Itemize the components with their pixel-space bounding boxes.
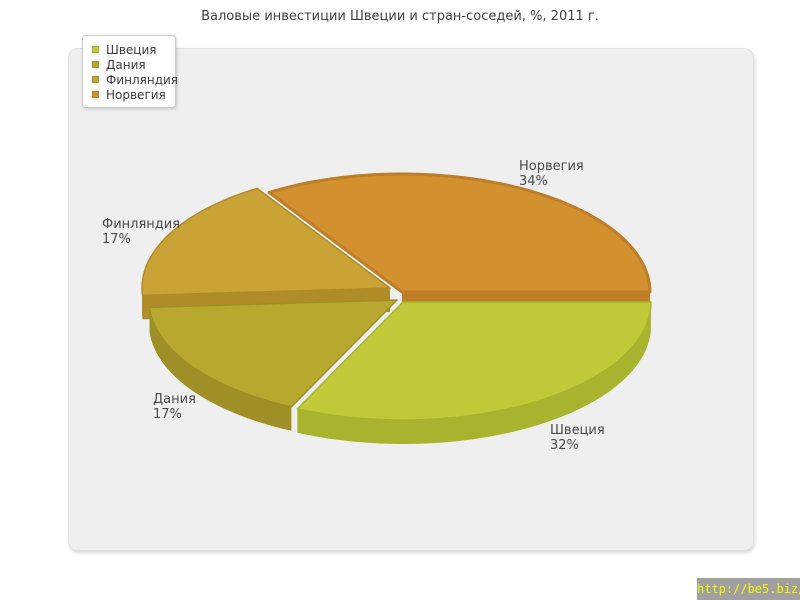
legend-swatch-icon [92, 91, 99, 98]
legend: Швеция Дания Финляндия Норвегия [82, 35, 178, 108]
legend-item-label: Швеция [106, 42, 157, 57]
chart-title: Валовые инвестиции Швеции и стран-соседе… [201, 9, 599, 24]
watermark-link[interactable]: http://be5.biz/ [697, 578, 800, 600]
legend-item-label: Финляндия [106, 72, 179, 87]
pie-slice-norway[interactable] [267, 172, 652, 294]
pie-slice-finland[interactable] [141, 187, 391, 297]
pie-slice-denmark[interactable] [148, 299, 398, 408]
legend-swatch-icon [92, 76, 99, 83]
legend-item-finland[interactable]: Финляндия [92, 72, 178, 87]
legend-swatch-icon [92, 46, 99, 53]
legend-item-norway[interactable]: Норвегия [92, 87, 171, 102]
legend-item-label: Дания [106, 57, 146, 72]
pie-slice-sweden[interactable] [296, 301, 652, 421]
legend-item-sweden[interactable]: Швеция [92, 42, 171, 57]
legend-item-label: Норвегия [106, 87, 166, 102]
legend-item-denmark[interactable]: Дания [92, 57, 171, 72]
legend-swatch-icon [92, 61, 99, 68]
